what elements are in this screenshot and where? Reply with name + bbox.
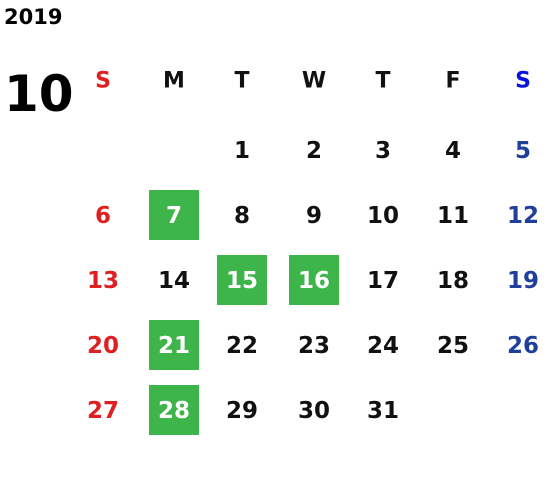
day: 27 [87, 398, 119, 424]
day: 30 [298, 398, 330, 424]
day: 1 [234, 138, 250, 164]
day: 24 [367, 333, 399, 359]
month: 10 [4, 65, 74, 123]
day: 10 [367, 203, 399, 229]
day: 8 [234, 203, 250, 229]
day: 17 [367, 268, 399, 294]
day: 26 [507, 333, 539, 359]
day: 23 [298, 333, 330, 359]
day: 22 [226, 333, 258, 359]
day: 9 [306, 203, 322, 229]
weekday: T [375, 69, 390, 94]
day: 28 [158, 398, 190, 424]
day: 5 [515, 138, 531, 164]
day: 12 [507, 203, 539, 229]
day: 20 [87, 333, 119, 359]
day: 31 [367, 398, 399, 424]
day: 11 [437, 203, 469, 229]
day: 3 [375, 138, 391, 164]
day: 21 [158, 333, 190, 359]
weekday: F [445, 69, 460, 94]
day: 2 [306, 138, 322, 164]
weekday: S [95, 69, 111, 94]
highlight [149, 385, 199, 435]
year: 2019 [4, 5, 62, 29]
day: 13 [87, 268, 119, 294]
day: 18 [437, 268, 469, 294]
weekday: S [515, 69, 531, 94]
day: 15 [226, 268, 258, 294]
day: 16 [298, 268, 330, 294]
day: 7 [166, 203, 182, 229]
day: 14 [158, 268, 190, 294]
highlight [149, 320, 199, 370]
day: 25 [437, 333, 469, 359]
weekday: M [163, 69, 185, 94]
day: 19 [507, 268, 539, 294]
weekday: T [234, 69, 249, 94]
weekday: W [302, 69, 326, 94]
day: 6 [95, 203, 111, 229]
highlight [217, 255, 267, 305]
day: 4 [445, 138, 461, 164]
highlight [149, 190, 199, 240]
day: 29 [226, 398, 258, 424]
highlight [289, 255, 339, 305]
